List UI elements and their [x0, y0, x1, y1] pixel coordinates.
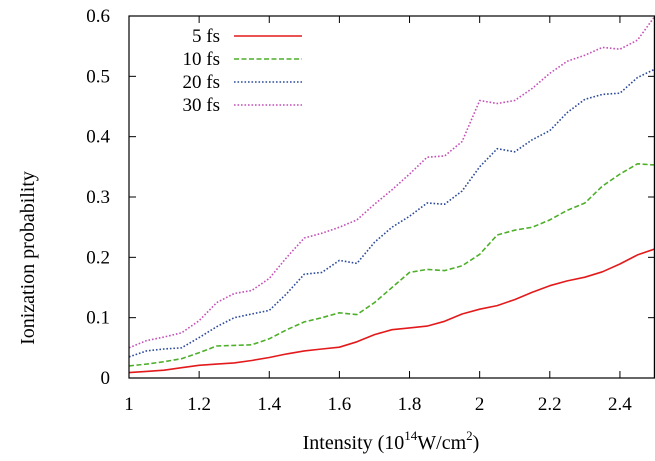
x-axis-title: Intensity (1014W/cm2)	[303, 428, 480, 454]
x-axis-title-base: Intensity (10	[303, 432, 405, 454]
y-tick-label: 0	[101, 368, 111, 389]
x-tick-label: 1.2	[187, 394, 211, 415]
plot-frame	[128, 15, 655, 379]
legend-label: 5 fs	[192, 26, 220, 47]
legend-label: 10 fs	[183, 49, 220, 70]
x-tick-label: 2.2	[538, 394, 562, 415]
x-axis-title-sup1: 14	[404, 428, 418, 443]
x-tick-label: 2	[475, 394, 485, 415]
y-tick-label: 0.4	[86, 127, 110, 148]
y-tick-label: 0.1	[86, 308, 110, 329]
ticks-layer: 1 1.2 1.4 1.6 1.8 2 2.2 2.4 0 0.1 0.2 0.3 0.4 0.5 0.6	[86, 6, 655, 415]
x-tick-label: 1	[124, 394, 134, 415]
x-tick-label: 1.6	[328, 394, 352, 415]
x-tick-label: 2.4	[608, 394, 632, 415]
y-tick-label: 0.6	[86, 6, 110, 27]
y-tick-label: 0.3	[86, 187, 110, 208]
legend-label: 20 fs	[183, 72, 220, 93]
x-axis-title-sup2: 2	[466, 428, 473, 443]
y-tick-label: 0.5	[86, 66, 110, 87]
series-line-4	[128, 15, 655, 349]
series-line-3	[128, 68, 655, 358]
series-line-1	[128, 248, 655, 374]
x-axis-title-end: )	[473, 432, 480, 454]
x-tick-label: 1.4	[257, 394, 281, 415]
x-axis-title-mid: W/cm	[417, 432, 466, 454]
series-layer	[128, 15, 655, 374]
x-tick-label: 1.8	[398, 394, 422, 415]
y-axis-title: Ionization probability	[17, 171, 39, 345]
y-tick-label: 0.2	[86, 247, 110, 268]
series-line-2	[128, 163, 655, 367]
legend-label: 30 fs	[183, 95, 220, 116]
